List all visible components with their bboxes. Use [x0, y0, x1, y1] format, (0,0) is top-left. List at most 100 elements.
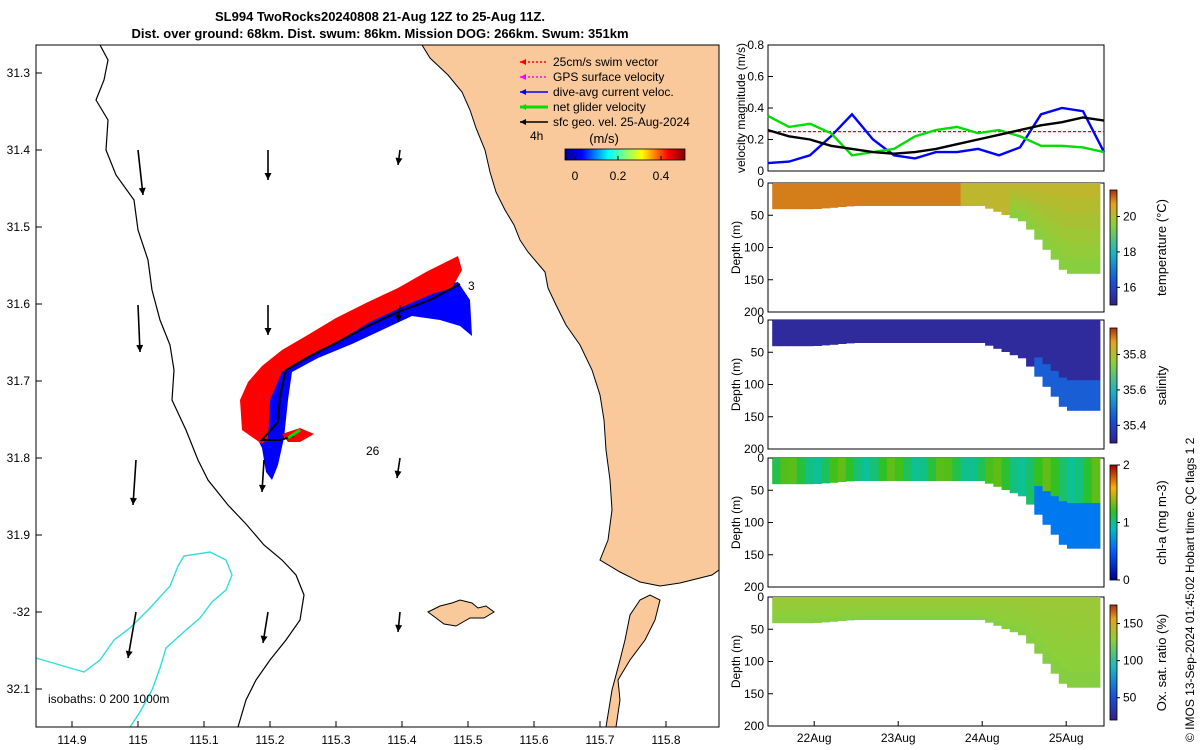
- heatmap-cell: [1091, 518, 1101, 534]
- heatmap-cell: [1058, 377, 1068, 393]
- heatmap-cell: [895, 335, 904, 340]
- heatmap-cell: [960, 194, 970, 199]
- heatmap-cell: [862, 476, 872, 481]
- heatmap-cell: [886, 198, 896, 203]
- heatmap-cell: [1091, 597, 1101, 613]
- heatmap-cell: [837, 194, 847, 200]
- heatmap-cell: [854, 327, 863, 332]
- heatmap-cell: [845, 198, 855, 203]
- heatmap-cell: [1058, 334, 1068, 350]
- heatmap-cell: [1026, 604, 1035, 613]
- heatmap-cell: [1067, 258, 1076, 274]
- heatmap-cell: [1050, 597, 1060, 611]
- heatmap-cell: [796, 187, 806, 192]
- heatmap-cell: [845, 612, 855, 617]
- heatmap-cell: [977, 327, 986, 332]
- heatmap-cell: [837, 202, 847, 207]
- heatmap-cell: [952, 473, 962, 478]
- heatmap-cell: [1067, 458, 1076, 474]
- heatmap-cell: [936, 615, 945, 620]
- heatmap-cell: [813, 200, 822, 205]
- heatmap-cell: [796, 204, 806, 210]
- heatmap-cell: [788, 462, 798, 467]
- heatmap-cell: [919, 612, 929, 617]
- heatmap-cell: [960, 461, 970, 466]
- heatmap-cell: [870, 338, 880, 343]
- heatmap-cell: [1075, 228, 1084, 244]
- heatmap-cell: [772, 320, 781, 325]
- heatmap-cell: [780, 191, 790, 197]
- heatmap-cell: [1083, 198, 1093, 214]
- heatmap-cell: [854, 320, 863, 325]
- heatmap-cell: [1017, 458, 1027, 465]
- heatmap-cell: [1083, 672, 1093, 688]
- geo-velocity-arrowhead: [138, 187, 146, 195]
- heatmap-cell: [837, 186, 847, 192]
- heatmap-cell: [862, 338, 872, 343]
- heatmap-cell: [870, 194, 880, 199]
- heatmap-cell: [952, 612, 962, 617]
- heatmap-cell: [936, 600, 945, 605]
- heatmap-cell: [772, 191, 781, 197]
- lat-tick-label: 31.8: [7, 451, 31, 465]
- heatmap-cell: [1042, 469, 1052, 481]
- heatmap-cell: [927, 201, 937, 206]
- heatmap-cell: [796, 341, 806, 347]
- heatmap-cell: [1075, 488, 1084, 504]
- heatmap-cell: [813, 191, 822, 197]
- heatmap-cell: [813, 341, 822, 346]
- depth-ytick-label: 100: [744, 241, 764, 255]
- heatmap-cell: [985, 324, 994, 329]
- heatmap-cell: [1091, 627, 1101, 643]
- heatmap-cell: [895, 465, 904, 470]
- heatmap-cell: [968, 183, 978, 188]
- heatmap-cell: [796, 328, 806, 334]
- heatmap-cell: [821, 332, 831, 338]
- heatmap-cell: [968, 604, 978, 609]
- heatmap-cell: [821, 458, 831, 463]
- heatmap-cell: [960, 612, 970, 617]
- heatmap-cell: [985, 474, 994, 480]
- heatmap-cell: [911, 604, 921, 609]
- heatmap-cell: [944, 327, 953, 332]
- heatmap-cell: [862, 183, 872, 188]
- heatmap-cell: [829, 458, 839, 463]
- geo-velocity-arrowhead: [264, 328, 272, 335]
- colorbar-label: salinity: [1154, 365, 1169, 405]
- heatmap-cell: [1034, 229, 1044, 240]
- heatmap-cell: [1058, 392, 1068, 407]
- heatmap-cell: [862, 604, 872, 609]
- heatmap-cell: [960, 320, 970, 325]
- heatmap-cell: [1001, 618, 1011, 624]
- colorbar-tick-label: 20: [1123, 210, 1137, 224]
- heatmap-cell: [952, 320, 962, 325]
- heatmap-cell: [968, 469, 978, 474]
- heatmap-cell: [780, 458, 790, 463]
- legend-label: GPS surface velocity: [553, 70, 664, 84]
- heatmap-cell: [1050, 458, 1060, 472]
- heatmap-cell: [805, 470, 814, 476]
- heatmap-cell: [1034, 458, 1044, 468]
- heatmap-cell: [895, 597, 904, 602]
- heatmap-cell: [788, 324, 798, 329]
- heatmap-cell: [960, 608, 970, 613]
- heatmap-cell: [878, 190, 888, 195]
- heatmap-cell: [919, 458, 929, 463]
- heatmap-cell: [772, 475, 781, 480]
- title-line-1: SL994 TwoRocks20240808 21-Aug 12Z to 25-…: [215, 9, 545, 24]
- map-panel: 114.9 115 115.1 115.2 115.3 115.4 115.5 115.6 11…: [7, 44, 720, 747]
- heatmap-cell: [1091, 612, 1101, 628]
- heatmap-cell: [952, 461, 962, 466]
- heatmap-cell: [829, 191, 839, 196]
- heatmap-cell: [829, 474, 839, 479]
- heatmap-cell: [1042, 502, 1052, 514]
- heatmap-cell: [780, 195, 790, 201]
- heatmap-cell: [1034, 504, 1044, 515]
- heatmap-cell: [927, 190, 937, 195]
- heatmap-cell: [854, 186, 863, 191]
- heatmap-cell: [944, 338, 953, 343]
- heatmap-cell: [854, 201, 863, 206]
- heatmap-cell: [1083, 642, 1093, 658]
- heatmap-cell: [944, 473, 953, 478]
- heatmap-cell: [919, 476, 929, 481]
